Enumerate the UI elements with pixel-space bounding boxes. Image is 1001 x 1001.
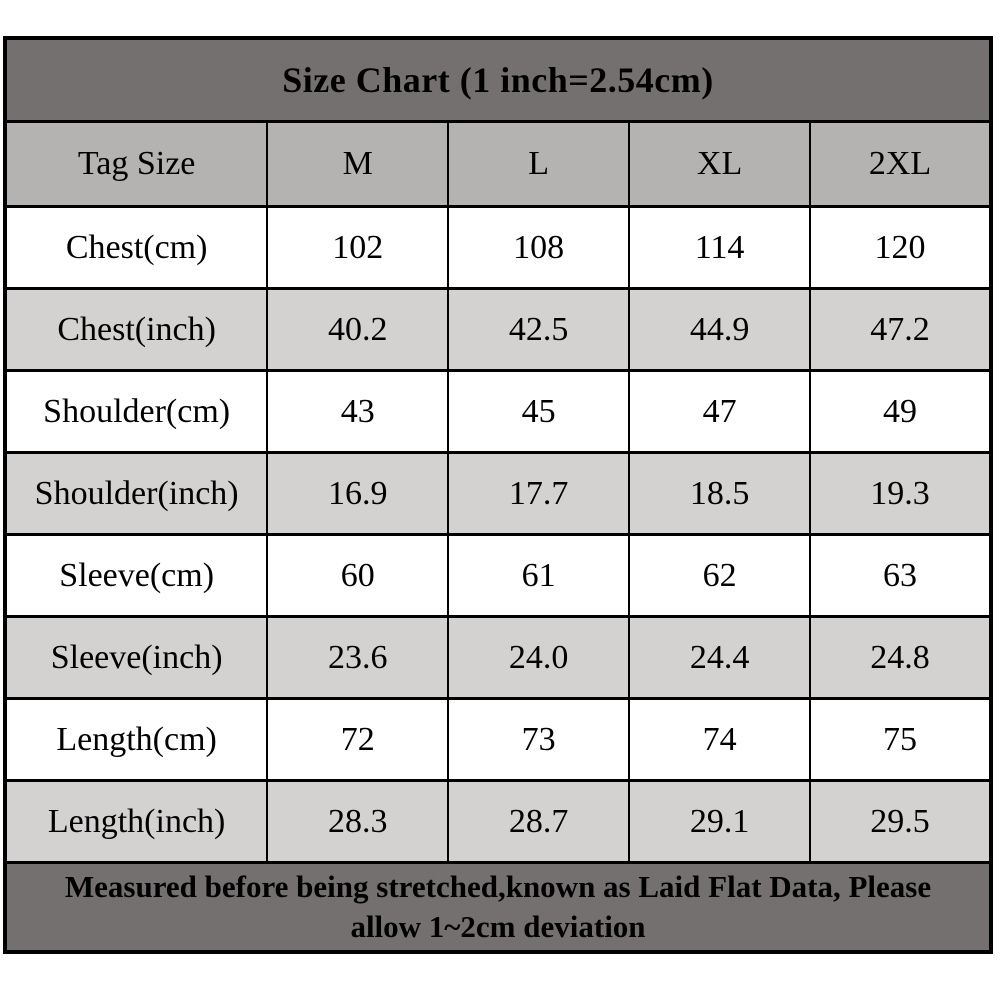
cell-value: 60 bbox=[266, 533, 450, 618]
footer-note-row: Measured before being stretched,known as… bbox=[4, 861, 992, 954]
cell-value: 28.3 bbox=[266, 779, 450, 864]
cell-value: 17.7 bbox=[447, 451, 631, 536]
table-row-sleeve-cm: Sleeve(cm) 60 61 62 63 bbox=[3, 533, 992, 618]
cell-value: 16.9 bbox=[266, 451, 450, 536]
size-chart-title: Size Chart (1 inch=2.54cm) bbox=[4, 36, 992, 123]
cell-value: 102 bbox=[266, 205, 450, 290]
cell-value: 47 bbox=[628, 369, 812, 454]
cell-value: 24.4 bbox=[628, 615, 812, 700]
row-label: Chest(inch) bbox=[3, 287, 269, 372]
cell-value: 49 bbox=[809, 369, 992, 454]
footer-note-line1: Measured before being stretched,known as… bbox=[64, 869, 932, 904]
cell-value: 73 bbox=[447, 697, 631, 782]
table-row-length-inch: Length(inch) 28.3 28.7 29.1 29.5 bbox=[3, 779, 992, 864]
table-row-length-cm: Length(cm) 72 73 74 75 bbox=[3, 697, 992, 782]
cell-value: 28.7 bbox=[447, 779, 631, 864]
cell-value: 24.0 bbox=[447, 615, 631, 700]
cell-value: 45 bbox=[447, 369, 631, 454]
cell-value: 62 bbox=[628, 533, 812, 618]
header-row: Tag Size M L XL 2XL bbox=[3, 120, 992, 208]
table-row-chest-inch: Chest(inch) 40.2 42.5 44.9 47.2 bbox=[3, 287, 992, 372]
row-label: Chest(cm) bbox=[3, 205, 269, 290]
column-header-xl: XL bbox=[628, 120, 812, 208]
row-label: Length(inch) bbox=[3, 779, 269, 864]
column-header-2xl: 2XL bbox=[809, 120, 992, 208]
row-label: Shoulder(inch) bbox=[3, 451, 269, 536]
cell-value: 61 bbox=[447, 533, 631, 618]
row-label: Shoulder(cm) bbox=[3, 369, 269, 454]
column-header-tag-size: Tag Size bbox=[3, 120, 269, 208]
cell-value: 29.5 bbox=[809, 779, 992, 864]
cell-value: 40.2 bbox=[266, 287, 450, 372]
footer-note: Measured before being stretched,known as… bbox=[4, 861, 992, 954]
row-label: Length(cm) bbox=[3, 697, 269, 782]
cell-value: 120 bbox=[809, 205, 992, 290]
table-row-chest-cm: Chest(cm) 102 108 114 120 bbox=[3, 205, 992, 290]
cell-value: 44.9 bbox=[628, 287, 812, 372]
row-label: Sleeve(cm) bbox=[3, 533, 269, 618]
cell-value: 42.5 bbox=[447, 287, 631, 372]
row-label: Sleeve(inch) bbox=[3, 615, 269, 700]
cell-value: 75 bbox=[809, 697, 992, 782]
table-row-sleeve-inch: Sleeve(inch) 23.6 24.0 24.4 24.8 bbox=[3, 615, 992, 700]
size-chart-table: Size Chart (1 inch=2.54cm) Tag Size M L … bbox=[3, 36, 993, 954]
table-row-shoulder-inch: Shoulder(inch) 16.9 17.7 18.5 19.3 bbox=[3, 451, 992, 536]
column-header-m: M bbox=[266, 120, 450, 208]
cell-value: 63 bbox=[809, 533, 992, 618]
footer-note-line2: allow 1~2cm deviation bbox=[350, 909, 646, 944]
cell-value: 18.5 bbox=[628, 451, 812, 536]
cell-value: 23.6 bbox=[266, 615, 450, 700]
cell-value: 108 bbox=[447, 205, 631, 290]
cell-value: 114 bbox=[628, 205, 812, 290]
cell-value: 43 bbox=[266, 369, 450, 454]
column-header-l: L bbox=[447, 120, 631, 208]
cell-value: 74 bbox=[628, 697, 812, 782]
cell-value: 72 bbox=[266, 697, 450, 782]
cell-value: 24.8 bbox=[809, 615, 992, 700]
title-row: Size Chart (1 inch=2.54cm) bbox=[4, 36, 992, 123]
cell-value: 29.1 bbox=[628, 779, 812, 864]
cell-value: 19.3 bbox=[809, 451, 992, 536]
table-row-shoulder-cm: Shoulder(cm) 43 45 47 49 bbox=[3, 369, 992, 454]
cell-value: 47.2 bbox=[809, 287, 992, 372]
